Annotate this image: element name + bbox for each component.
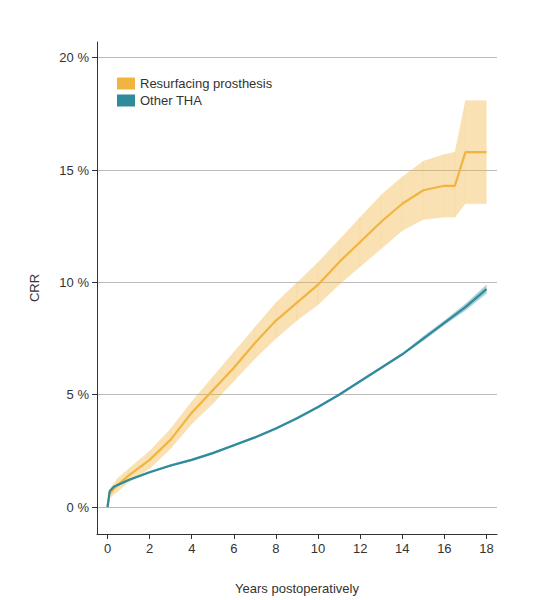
- svg-text:14: 14: [395, 541, 409, 556]
- svg-text:2: 2: [146, 541, 153, 556]
- svg-text:Years postoperatively: Years postoperatively: [235, 581, 359, 596]
- svg-text:5 %: 5 %: [67, 387, 90, 402]
- svg-text:Other THA: Other THA: [140, 93, 202, 108]
- svg-text:16: 16: [437, 541, 451, 556]
- svg-text:18: 18: [479, 541, 493, 556]
- svg-text:6: 6: [230, 541, 237, 556]
- svg-text:0 %: 0 %: [67, 500, 90, 515]
- svg-text:15 %: 15 %: [59, 163, 89, 178]
- svg-text:CRR: CRR: [27, 274, 42, 302]
- svg-text:10: 10: [311, 541, 325, 556]
- svg-text:10 %: 10 %: [59, 275, 89, 290]
- svg-text:4: 4: [188, 541, 195, 556]
- svg-text:Resurfacing prosthesis: Resurfacing prosthesis: [140, 76, 273, 91]
- svg-text:20 %: 20 %: [59, 50, 89, 65]
- svg-text:0: 0: [104, 541, 111, 556]
- svg-text:12: 12: [353, 541, 367, 556]
- svg-text:8: 8: [272, 541, 279, 556]
